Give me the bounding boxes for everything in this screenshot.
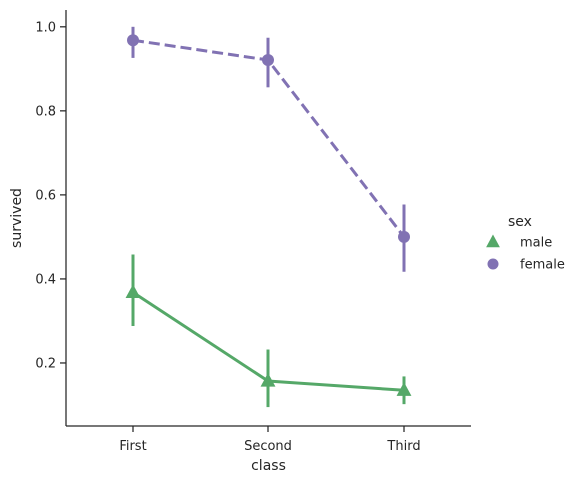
legend: sex male female [486, 214, 565, 273]
y-tick-label: 1.0 [35, 20, 56, 35]
data-point [125, 284, 141, 299]
series-female [127, 26, 410, 272]
y-axis-label: survived [9, 188, 25, 248]
legend-marker [486, 234, 500, 248]
x-tick-label: Second [244, 439, 292, 454]
legend-marker [487, 258, 499, 270]
x-tick-label: Third [386, 439, 420, 454]
data-point [262, 54, 274, 67]
data-point [398, 230, 410, 243]
plot-marks [125, 26, 412, 408]
legend-label: female [520, 258, 565, 273]
y-tick-label: 0.2 [35, 356, 56, 371]
y-tick-label: 0.8 [35, 104, 56, 119]
legend-label: male [520, 236, 552, 251]
data-point [127, 34, 139, 47]
legend-title: sex [508, 214, 532, 230]
data-point [260, 372, 276, 387]
axes: 0.2 0.4 0.6 0.8 1.0 First Second Third class surv… [9, 10, 471, 474]
y-tick-label: 0.4 [35, 272, 56, 287]
data-point [396, 382, 412, 396]
y-tick-label: 0.6 [35, 188, 56, 203]
x-tick-label: First [119, 439, 146, 454]
x-axis-label: class [251, 458, 286, 474]
series-male [125, 254, 412, 408]
